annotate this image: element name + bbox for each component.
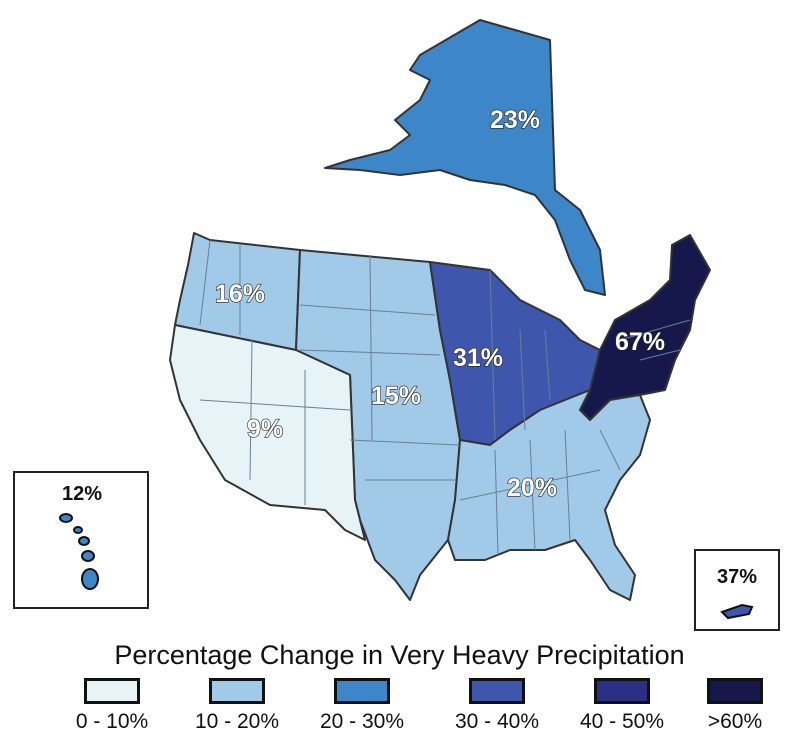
legend-item: 40 - 50% <box>567 678 677 734</box>
label-southeast: 20% <box>507 474 557 502</box>
legend-swatch <box>84 678 140 704</box>
region-alaska <box>324 19 606 296</box>
label-hawaii: 12% <box>62 483 102 505</box>
legend-swatch <box>594 678 650 704</box>
legend-swatch <box>707 678 763 704</box>
legend-item: 30 - 40% <box>442 678 552 734</box>
puerto-rico-island <box>720 603 754 620</box>
label-puerto-rico: 37% <box>717 566 757 588</box>
label-midwest: 31% <box>453 344 503 372</box>
legend-item: 10 - 20% <box>182 678 292 734</box>
legend-item: 0 - 10% <box>57 678 167 734</box>
legend-label: 30 - 40% <box>454 710 540 733</box>
hawaii-islands <box>59 513 99 590</box>
legend-item: >60% <box>680 678 790 734</box>
label-alaska: 23% <box>490 106 540 134</box>
puerto-rico-inset <box>694 549 780 631</box>
label-southwest: 9% <box>247 415 283 443</box>
legend-label: 20 - 30% <box>319 710 405 733</box>
legend-label: >60% <box>707 710 763 733</box>
legend-title: Percentage Change in Very Heavy Precipit… <box>114 640 685 670</box>
region-southeast <box>447 389 651 601</box>
label-great-plains: 15% <box>371 382 421 410</box>
legend-label: 10 - 20% <box>194 710 280 733</box>
legend: 0 - 10% 10 - 20% 20 - 30% 30 - 40% 40 - … <box>0 678 799 745</box>
label-northwest: 16% <box>215 280 265 308</box>
legend-swatch <box>469 678 525 704</box>
legend-label: 40 - 50% <box>579 710 665 733</box>
state-lines <box>199 239 691 556</box>
region-southwest <box>169 324 366 541</box>
legend-swatch <box>209 678 265 704</box>
legend-item: 20 - 30% <box>307 678 417 734</box>
legend-label: 0 - 10% <box>75 710 149 733</box>
legend-swatch <box>334 678 390 704</box>
label-northeast: 67% <box>615 328 665 356</box>
